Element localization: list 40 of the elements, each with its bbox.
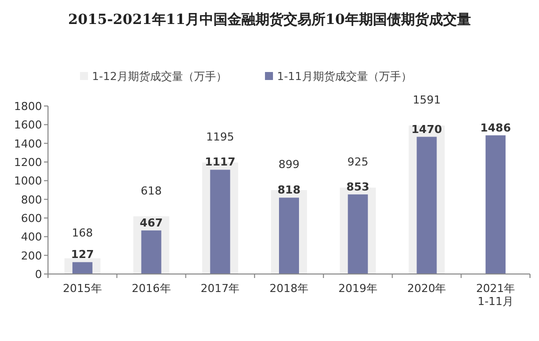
- y-tick-label: 1800: [14, 100, 42, 113]
- data-label: 818: [278, 184, 300, 197]
- x-tick-label: 2017年: [200, 282, 240, 295]
- data-label: 925: [347, 156, 368, 169]
- y-tick-label: 400: [21, 230, 42, 244]
- bar: [141, 230, 162, 274]
- data-label: 1117: [204, 156, 236, 169]
- chart-title: 2015-2021年11月中国金融期货交易所10年期国债期货成交量: [68, 11, 471, 28]
- data-label: 899: [278, 158, 300, 172]
- y-tick-label: 1000: [14, 174, 42, 188]
- y-tick-label: 800: [21, 193, 42, 206]
- y-tick-label: 0: [35, 268, 42, 281]
- data-label: 467: [140, 216, 163, 230]
- bar: [486, 135, 506, 274]
- data-label: 1591: [412, 94, 441, 107]
- bar: [279, 198, 299, 274]
- legend-label: 1-12月期货成交量（万手）: [92, 70, 227, 83]
- data-label: 1486: [480, 121, 512, 134]
- bar: [210, 170, 230, 274]
- data-label: 853: [346, 180, 370, 194]
- data-label: 618: [140, 184, 162, 198]
- bar: [416, 136, 437, 274]
- x-tick-label: 2019年: [338, 282, 378, 295]
- y-tick-label: 200: [21, 249, 42, 262]
- y-tick-label: 1400: [14, 137, 42, 150]
- x-tick-label: 2015年: [62, 282, 102, 295]
- x-tick-label: 2021年 1-11月: [476, 282, 516, 308]
- data-label: 1470: [411, 122, 442, 136]
- x-tick-label: 2016年: [132, 282, 171, 295]
- legend-label: 1-11月期货成交量（万手）: [276, 70, 412, 83]
- bar: [72, 262, 92, 274]
- y-tick-label: 1600: [14, 118, 42, 132]
- x-tick-label: 2020年: [407, 282, 446, 295]
- y-tick-label: 1200: [14, 156, 42, 169]
- data-label: 168: [72, 226, 93, 240]
- data-label: 127: [70, 248, 94, 262]
- y-tick-label: 600: [21, 212, 42, 225]
- bar: [348, 194, 368, 274]
- data-label: 1195: [206, 130, 234, 144]
- x-tick-label: 2018年: [270, 282, 308, 295]
